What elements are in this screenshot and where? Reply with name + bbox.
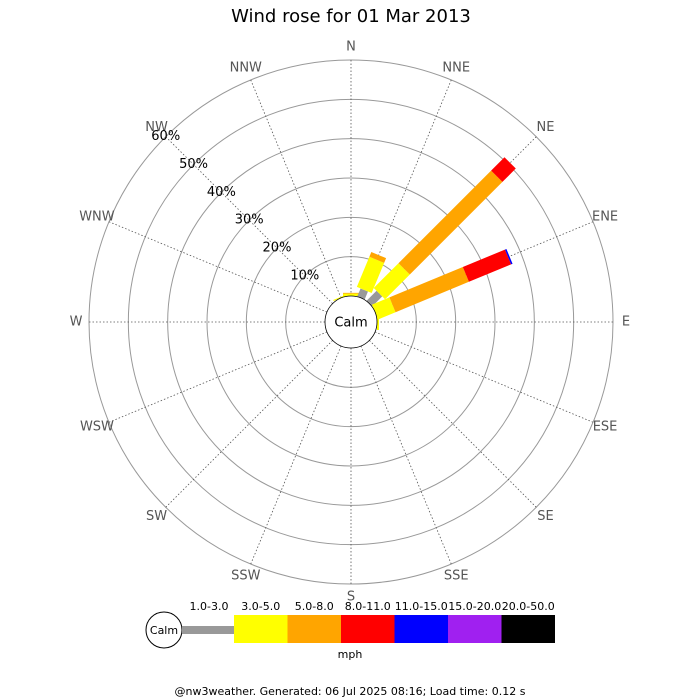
bar-segment [373,263,410,300]
direction-label: SW [146,509,167,524]
grid-ring [167,138,535,506]
legend-label: 3.0-5.0 [241,600,280,613]
r-tick-label: 40% [207,185,236,200]
direction-label: S [347,590,355,605]
bar-segment [333,293,349,302]
grid: N NNE NE ENE E ESE SE SSE S SSW SW WSW W WNW NW NNW [70,40,631,605]
spoke [374,331,594,423]
direction-label: ENE [592,209,618,224]
legend-swatch [501,615,555,643]
direction-label: W [70,315,83,330]
direction-label: NNE [442,60,470,75]
legend-label: 1.0-3.0 [190,600,229,613]
spoke [250,79,342,299]
bar-segment [504,248,513,265]
legend-label: 8.0-11.0 [345,600,391,613]
legend-swatch [287,615,341,643]
legend-swatch [234,615,288,643]
bar-segment [398,170,503,275]
calm-label: Calm [334,316,367,331]
bar-segment [369,252,387,263]
grid-ring [206,177,496,467]
direction-label: WNW [79,209,115,224]
spoke [165,136,333,304]
r-tick-label: 60% [151,129,180,144]
spoke [108,221,328,313]
bar-segment [357,288,368,300]
bar-segment [389,267,469,313]
bars [333,157,516,330]
legend: Calm 1.0-3.0 3.0-5.0 5.0-8.0 8.0-11.0 11.0-15… [145,600,555,649]
legend-label: 20.0-50.0 [502,600,555,613]
calm-circle [324,295,378,349]
direction-label: SE [537,509,553,524]
r-tick-label: 20% [263,240,292,255]
legend-swatch [448,615,502,643]
bar-segment [343,292,359,294]
spoke [369,340,537,508]
legend-swatch [394,615,448,643]
bar-segment [366,290,383,307]
grid-ring [245,216,457,428]
spoke [108,331,328,423]
direction-label: ESE [593,420,618,435]
overlay: 10% 20% 30% 40% 50% 60% Calm [151,129,378,349]
direction-label: SSE [444,569,469,584]
legend-swatch [182,626,234,634]
chart-title: Wind rose for 01 Mar 2013 [231,6,471,27]
bar-segment [371,297,396,320]
spoke [360,345,452,565]
direction-label: E [622,315,630,330]
legend-swatch [341,615,395,643]
r-tick-label: 30% [235,213,264,228]
spoke [250,345,342,565]
footer: @nw3weather. Generated: 06 Jul 2025 08:1… [175,685,526,698]
direction-label: NNW [230,60,262,75]
direction-label: NE [536,120,554,135]
legend-label: 5.0-8.0 [295,600,334,613]
direction-label: NW [145,120,168,135]
legend-label: 11.0-15.0 [395,600,448,613]
direction-label: SSW [231,569,261,584]
spoke [165,340,333,508]
bar-segment [462,249,512,282]
bar-segment [356,256,385,294]
r-tick-label: 50% [179,157,208,172]
direction-label: N [346,40,356,55]
bar-segment [377,314,379,330]
legend-label: 15.0-20.0 [448,600,501,613]
legend-calm-label: Calm [150,624,178,637]
r-tick-label: 10% [290,268,319,283]
bar-segment [491,157,516,182]
direction-label: WSW [80,420,114,435]
unit-label: mph [338,648,363,661]
